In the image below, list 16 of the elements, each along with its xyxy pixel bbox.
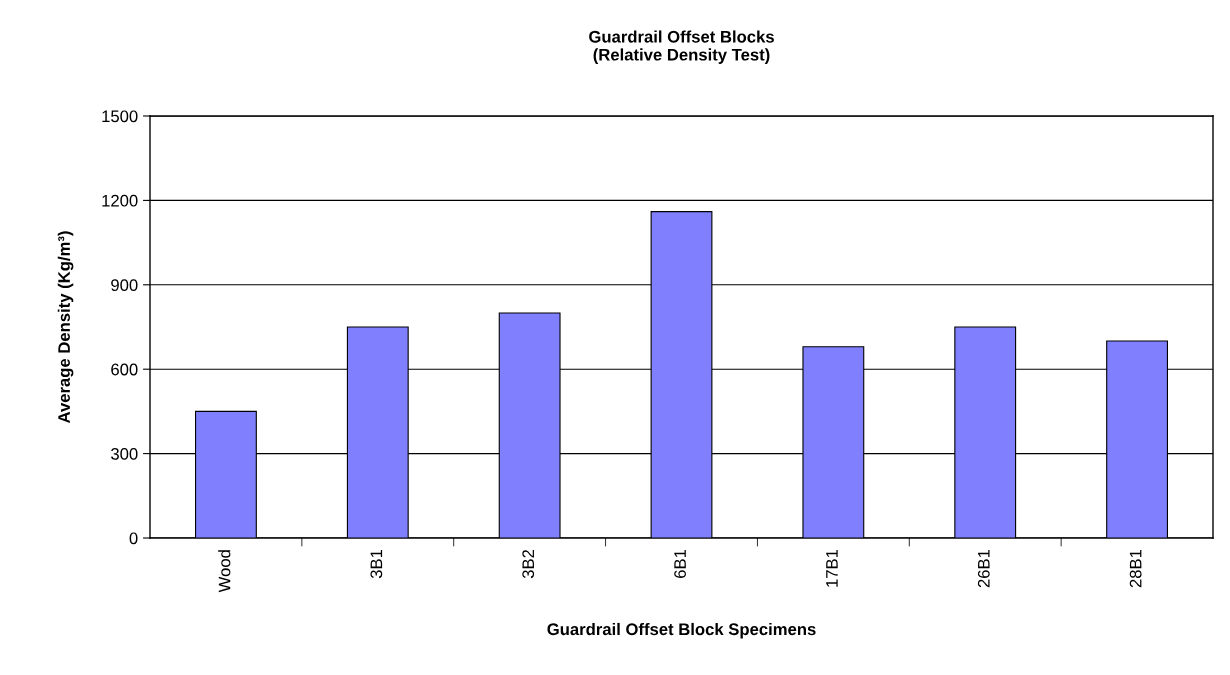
y-tick-label: 0 (129, 532, 138, 545)
y-tick-label: 1200 (102, 194, 138, 207)
x-tick-label: 26B1 (977, 549, 990, 588)
x-tick-label: 3B1 (370, 549, 383, 579)
x-tick-label: 3B2 (522, 549, 535, 579)
chart-title: Guardrail Offset Blocks (Relative Density Test) (589, 30, 774, 64)
y-tick-label: 1500 (102, 110, 138, 123)
x-tick-label: Wood (218, 550, 231, 593)
x-axis-title: Guardrail Offset Block Specimens (547, 622, 816, 639)
x-tick-label: 28B1 (1129, 549, 1142, 588)
y-tick-label: 300 (111, 448, 138, 460)
y-tick-label: 900 (111, 279, 138, 291)
x-tick-label: 6B1 (674, 549, 686, 578)
x-tick-label: 17B1 (826, 549, 838, 587)
y-tick-label: 600 (111, 363, 138, 376)
y-axis-title: Average Density (Kg/m³) (57, 231, 74, 424)
